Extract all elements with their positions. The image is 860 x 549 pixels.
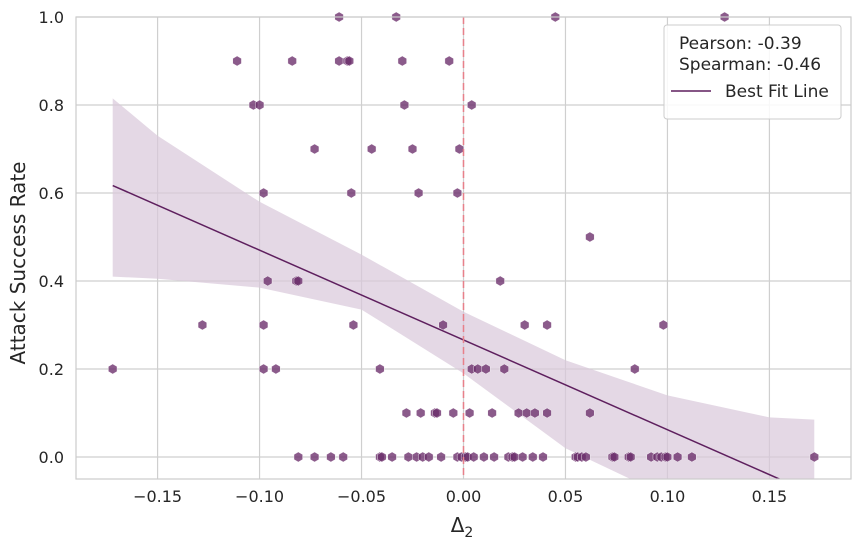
- data-point: [542, 319, 552, 331]
- data-point: [662, 451, 672, 463]
- data-point: [630, 363, 640, 375]
- data-point: [489, 451, 499, 463]
- data-point: [310, 451, 320, 463]
- data-point: [108, 363, 118, 375]
- data-point: [407, 143, 418, 155]
- legend-fit-line-label: Best Fit Line: [725, 82, 829, 102]
- data-point: [399, 99, 409, 111]
- data-point: [271, 363, 281, 375]
- data-point: [687, 451, 697, 463]
- data-point: [424, 451, 434, 463]
- data-point: [609, 451, 619, 463]
- data-point: [454, 143, 464, 155]
- y-tick-label: 0.0: [39, 448, 64, 467]
- legend-box: [663, 24, 842, 120]
- x-axis-label-subscript: 2: [464, 525, 473, 541]
- data-point: [499, 363, 509, 375]
- data-point: [232, 55, 242, 67]
- x-tick-label: −0.05: [337, 487, 386, 506]
- data-point: [658, 319, 668, 331]
- data-point: [263, 275, 273, 287]
- data-point: [530, 407, 540, 419]
- data-point: [542, 407, 552, 419]
- data-points: [108, 11, 819, 463]
- data-point: [479, 451, 489, 463]
- data-point: [326, 451, 336, 463]
- data-point: [310, 143, 320, 155]
- plot-frame: [75, 16, 852, 480]
- data-point: [344, 55, 354, 67]
- data-point: [293, 451, 303, 463]
- data-point: [520, 319, 530, 331]
- data-point: [293, 275, 303, 287]
- data-point: [448, 407, 458, 419]
- data-point: [255, 99, 265, 111]
- x-tick-label: 0.05: [548, 487, 584, 506]
- data-point: [387, 451, 397, 463]
- data-point: [487, 407, 497, 419]
- x-axis-label-main: Δ: [451, 513, 465, 537]
- data-point: [197, 319, 207, 331]
- y-tick-label: 0.8: [39, 96, 64, 115]
- data-point: [367, 143, 377, 155]
- y-tick-label: 0.6: [39, 184, 64, 203]
- data-point: [259, 363, 269, 375]
- x-tick-label: −0.10: [235, 487, 284, 506]
- data-point: [465, 407, 475, 419]
- data-point: [287, 55, 297, 67]
- x-axis-label: Δ2: [451, 513, 474, 541]
- legend-spearman-text: Spearman: -0.46: [679, 55, 821, 75]
- data-point: [377, 451, 387, 463]
- data-point: [334, 55, 344, 67]
- legend-pearson-text: Pearson: -0.39: [679, 34, 802, 54]
- data-point: [581, 451, 591, 463]
- data-point: [432, 407, 442, 419]
- data-point: [397, 55, 407, 67]
- y-tick-label: 0.4: [39, 272, 64, 291]
- data-point: [626, 451, 636, 463]
- legend: Pearson: -0.39 Spearman: -0.46 Best Fit …: [663, 24, 842, 120]
- y-axis-label: Attack Success Rate: [6, 162, 30, 365]
- data-point: [809, 451, 819, 463]
- data-point: [375, 363, 385, 375]
- x-tick-label: 0.15: [752, 487, 788, 506]
- data-point: [436, 451, 446, 463]
- data-point: [452, 187, 462, 199]
- data-point: [518, 451, 528, 463]
- data-point: [481, 363, 491, 375]
- data-point: [469, 451, 479, 463]
- data-point: [585, 407, 595, 419]
- data-point: [403, 451, 413, 463]
- data-point: [346, 187, 356, 199]
- data-point: [495, 275, 505, 287]
- y-tick-label: 1.0: [39, 8, 64, 27]
- y-tick-label: 0.2: [39, 360, 64, 379]
- data-point: [338, 451, 348, 463]
- data-point: [414, 187, 424, 199]
- data-point: [528, 451, 538, 463]
- confidence-band-layer: [112, 98, 815, 479]
- data-point: [585, 231, 595, 243]
- x-tick-label: −0.15: [133, 487, 182, 506]
- data-point: [416, 407, 426, 419]
- x-tick-label: 0.10: [650, 487, 686, 506]
- data-point: [538, 451, 548, 463]
- data-point: [467, 99, 477, 111]
- data-point: [444, 55, 454, 67]
- data-point: [438, 319, 448, 331]
- data-point: [259, 319, 269, 331]
- data-point: [673, 451, 683, 463]
- confidence-band: [112, 98, 815, 479]
- data-point: [259, 187, 269, 199]
- data-point: [401, 407, 411, 419]
- x-tick-label: 0.00: [446, 487, 482, 506]
- data-point: [348, 319, 358, 331]
- tick-labels: −0.15 −0.10 −0.05 0.00 0.05 0.10 0.15 0.0 0.2 0.4…: [39, 8, 788, 506]
